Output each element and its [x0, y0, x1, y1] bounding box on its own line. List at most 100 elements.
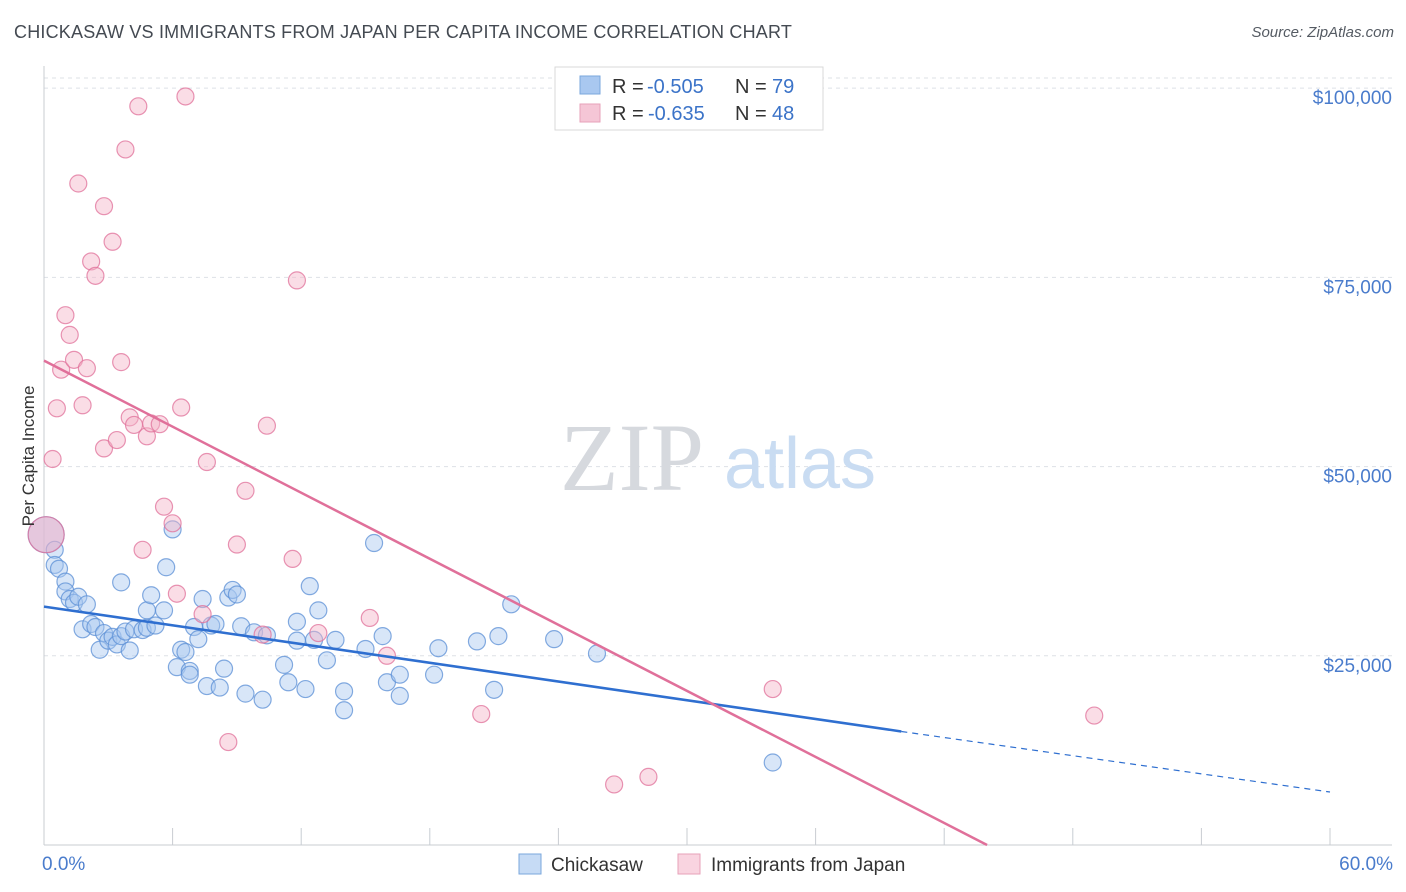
bottom-legend-swatch-japan	[677, 853, 701, 875]
data-point	[60, 325, 79, 344]
axes	[43, 66, 1392, 846]
data-point	[210, 678, 229, 697]
data-point	[69, 174, 88, 193]
data-point	[167, 584, 186, 603]
data-point	[193, 589, 212, 609]
y-axis-label: Per Capita Income	[19, 386, 38, 527]
data-point	[309, 623, 328, 643]
data-point	[219, 732, 238, 752]
bottom-legend-swatch-chickasaw	[518, 853, 542, 875]
legend-box: R = -0.505 N = 79 R = -0.635 N = 48	[554, 66, 824, 131]
data-point	[56, 306, 75, 325]
trend-layer	[43, 359, 1331, 847]
data-point	[163, 520, 182, 539]
data-point	[1085, 706, 1104, 725]
x-tick-label-max: 60.0%	[1339, 854, 1393, 875]
data-point	[364, 533, 384, 553]
data-point	[154, 497, 174, 516]
data-point	[73, 396, 92, 415]
data-point	[163, 514, 182, 533]
data-point	[763, 679, 782, 699]
data-point	[137, 601, 156, 620]
legend-n-label-1: N =	[735, 76, 767, 98]
data-point	[373, 627, 392, 646]
data-point	[197, 452, 216, 472]
legend-r-value-1: -0.505	[647, 76, 704, 98]
bottom-legend: Chickasaw Immigrants from Japan	[518, 853, 905, 876]
legend-r-label-2: R =	[612, 103, 644, 125]
legend-n-label-2: N =	[735, 103, 767, 125]
data-point	[360, 608, 379, 628]
data-point	[467, 632, 487, 651]
data-point	[56, 572, 75, 591]
chart-title: CHICKASAW VS IMMIGRANTS FROM JAPAN PER C…	[14, 22, 793, 42]
data-point	[77, 595, 96, 614]
data-point	[287, 612, 307, 631]
data-point	[253, 690, 272, 709]
data-point	[133, 540, 152, 559]
tick-labels: $25,000 $50,000 $75,000 $100,000 0.0% 60.0%	[42, 88, 1393, 875]
series-layer	[27, 87, 1104, 794]
y-tick-label: $75,000	[1323, 277, 1392, 298]
data-point	[176, 87, 195, 106]
data-point	[287, 631, 307, 650]
watermark-atlas: atlas	[724, 424, 876, 504]
data-point	[43, 449, 62, 469]
data-point	[189, 630, 208, 649]
data-point	[236, 481, 255, 500]
legend-swatch-chickasaw	[579, 75, 601, 95]
grid-lines	[44, 77, 1392, 657]
data-point	[489, 627, 508, 646]
series-immigrants-from-japan	[27, 87, 1104, 794]
data-point	[485, 680, 504, 699]
data-point	[172, 398, 191, 417]
source-credit: Source: ZipAtlas.com	[1251, 24, 1394, 41]
legend-r-value-2: -0.635	[648, 103, 705, 125]
data-point	[227, 585, 246, 604]
y-tick-label: $25,000	[1323, 656, 1392, 677]
data-point	[77, 359, 96, 378]
data-point	[390, 686, 409, 705]
data-point	[300, 577, 319, 596]
data-point	[236, 684, 255, 703]
data-point	[180, 665, 199, 684]
data-point	[146, 616, 165, 635]
data-point	[64, 350, 84, 369]
trend-line-chickasaw	[43, 605, 902, 733]
data-point	[94, 197, 114, 216]
data-point	[309, 601, 328, 620]
data-point	[142, 586, 161, 605]
data-point	[429, 639, 448, 658]
legend-n-value-1: 79	[772, 76, 794, 98]
trend-line-chickasaw-extension	[901, 730, 1331, 793]
data-point	[763, 753, 782, 772]
data-point	[274, 655, 294, 674]
data-point	[120, 641, 139, 660]
y-tick-label: $50,000	[1323, 467, 1392, 488]
legend-n-value-2: 48	[772, 103, 794, 125]
bottom-legend-chickasaw: Chickasaw	[551, 855, 643, 876]
data-point	[82, 252, 101, 271]
watermark-zip: ZIP	[560, 404, 704, 511]
data-point	[129, 97, 148, 116]
data-point	[157, 558, 176, 577]
data-point	[545, 630, 564, 649]
data-point	[390, 665, 409, 684]
data-point	[639, 767, 658, 786]
data-point	[193, 605, 212, 624]
trend-line-immigrants-from-japan	[43, 359, 988, 847]
data-point	[605, 775, 624, 794]
data-point	[279, 673, 298, 692]
legend-r-label-1: R =	[612, 76, 644, 98]
data-point	[27, 516, 65, 554]
data-point	[283, 549, 302, 569]
data-point	[326, 630, 345, 649]
data-point	[424, 665, 444, 684]
data-point	[112, 353, 131, 372]
data-point	[112, 573, 131, 592]
legend-swatch-japan	[579, 103, 601, 123]
y-tick-label: $100,000	[1313, 88, 1392, 109]
data-point	[257, 416, 277, 435]
data-point	[116, 140, 135, 159]
